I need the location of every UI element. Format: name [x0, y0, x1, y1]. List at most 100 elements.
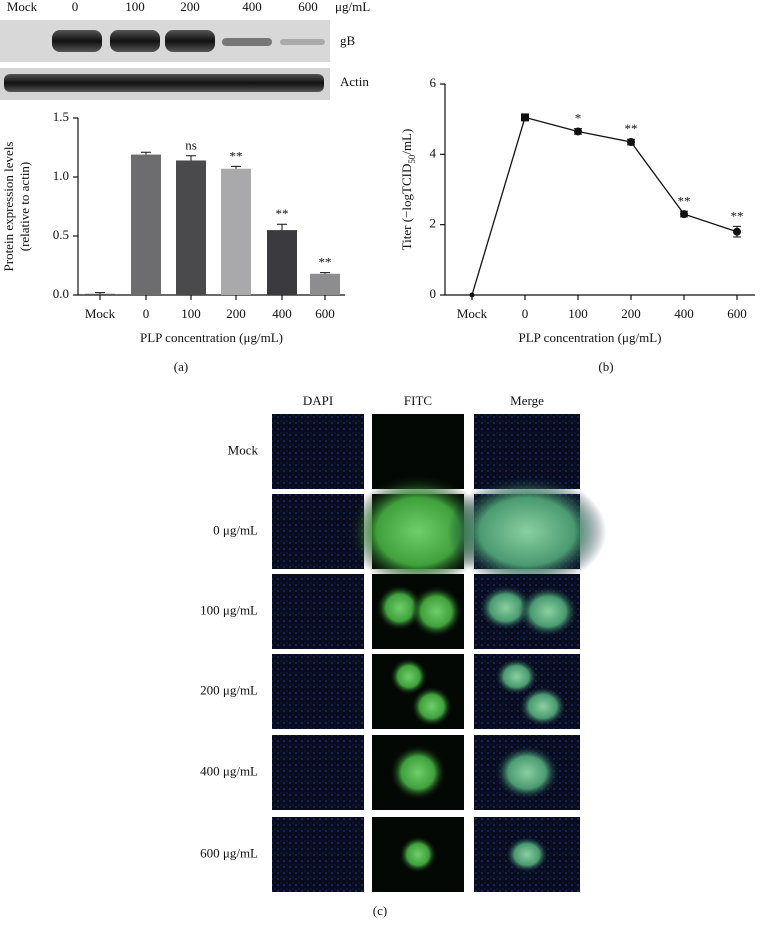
x-tick-label: 200 [226, 306, 246, 321]
fluorescence-signal [410, 586, 463, 637]
column-header: Merge [510, 393, 544, 408]
annotation: ** [230, 148, 243, 163]
x-tick-label: 0 [522, 306, 529, 321]
bar [221, 168, 251, 295]
blot-images [0, 20, 330, 100]
x-tick-label: 600 [727, 306, 747, 321]
y-tick-label: 2 [430, 216, 437, 231]
marker [733, 227, 741, 236]
axes [444, 84, 755, 296]
error-bar [277, 223, 287, 231]
marker [574, 127, 582, 136]
micrograph [272, 574, 364, 649]
micrograph [272, 654, 364, 729]
x-tick-label: 0 [143, 306, 150, 321]
y-tick-label: 1.0 [53, 168, 69, 183]
annotation: ** [319, 255, 332, 270]
annotation: * [575, 111, 582, 126]
error-bar [141, 151, 151, 155]
fluorescence-signal [411, 686, 453, 727]
row-label: Mock [228, 442, 259, 457]
x-tick-label: 200 [621, 306, 641, 321]
y-axis-label-part: 50 [407, 154, 417, 164]
fluorescence-signal [518, 586, 578, 637]
caption: (c) [373, 903, 387, 918]
lane-label: 0 [72, 0, 79, 14]
lane-label: 100 [125, 0, 145, 14]
micrograph [272, 817, 364, 892]
caption: (a) [174, 359, 188, 374]
error-bar [95, 292, 105, 294]
fluorescence-signal [390, 658, 428, 695]
x-tick-label: 400 [272, 306, 292, 321]
x-tick-label: 100 [181, 306, 201, 321]
annotation: ** [625, 121, 638, 136]
error-bar [186, 155, 196, 161]
y-tick-label: 4 [430, 145, 437, 160]
y-axis-label-part: Titer (−logTCID [399, 164, 414, 251]
blot-row-label: Actin [340, 74, 369, 89]
fluorescence-signal [505, 836, 549, 873]
bar [310, 273, 340, 295]
marker [469, 292, 475, 298]
y-axis-label: Titer (−logTCID50/mL) [399, 129, 417, 251]
annotation: ns [185, 138, 197, 153]
fluorescence-signal [495, 658, 538, 695]
row-label: 100 μg/mL [200, 602, 258, 617]
y-axis-label: (relative to actin) [17, 162, 32, 252]
fluorescence-signal [519, 686, 567, 727]
lane-label: 200 [180, 0, 200, 14]
lane-label: 400 [242, 0, 262, 14]
x-tick-label: 400 [674, 306, 694, 321]
fluorescence-signal [495, 745, 559, 800]
row-label: 200 μg/mL [200, 682, 258, 697]
fluorescence-signal [390, 745, 446, 800]
caption: (b) [598, 359, 613, 374]
marker [521, 113, 529, 122]
fluorescence-signal [376, 585, 423, 631]
fluorescence-signal [447, 475, 607, 588]
y-tick-label: 0.0 [53, 286, 69, 301]
marker [627, 138, 635, 147]
column-header: DAPI [303, 393, 333, 408]
unit-label: μg/mL [335, 0, 370, 14]
fluorescence-signal [479, 585, 533, 631]
lane-label: 600 [298, 0, 318, 14]
bar [85, 293, 115, 295]
y-axis-label-part: /mL) [399, 129, 414, 155]
line [471, 116, 738, 296]
row-label: 0 μg/mL [213, 522, 258, 537]
y-tick-label: 0 [430, 286, 437, 301]
marker [680, 210, 688, 219]
micrograph [272, 494, 364, 569]
x-tick-label: 100 [568, 306, 588, 321]
annotation: ** [678, 193, 691, 208]
fluorescence-signal [399, 836, 437, 873]
annotation: ** [276, 206, 289, 221]
annotation: ** [731, 208, 744, 223]
error-bar [320, 272, 330, 274]
bar [176, 160, 206, 295]
y-tick-label: 0.5 [53, 227, 69, 242]
y-tick-label: 6 [430, 75, 437, 90]
lane-label: Mock [7, 0, 38, 14]
micrograph [272, 735, 364, 810]
x-tick-label: Mock [457, 306, 488, 321]
error-bar [231, 165, 241, 169]
micrographs [272, 414, 607, 892]
x-axis-label: PLP concentration (μg/mL) [140, 330, 283, 345]
x-tick-label: 600 [315, 306, 335, 321]
column-header: FITC [404, 393, 432, 408]
x-tick-label: Mock [85, 306, 116, 321]
bar [131, 154, 161, 295]
row-label: 400 μg/mL [200, 763, 258, 778]
y-tick-label: 1.5 [53, 109, 69, 124]
fluorescence-signal [349, 475, 487, 588]
x-axis-label: PLP concentration (μg/mL) [519, 330, 662, 345]
blot-row-label: gB [340, 33, 356, 48]
row-label: 600 μg/mL [200, 845, 258, 860]
axes [77, 118, 345, 296]
bar [267, 230, 297, 295]
micrograph [272, 414, 364, 489]
